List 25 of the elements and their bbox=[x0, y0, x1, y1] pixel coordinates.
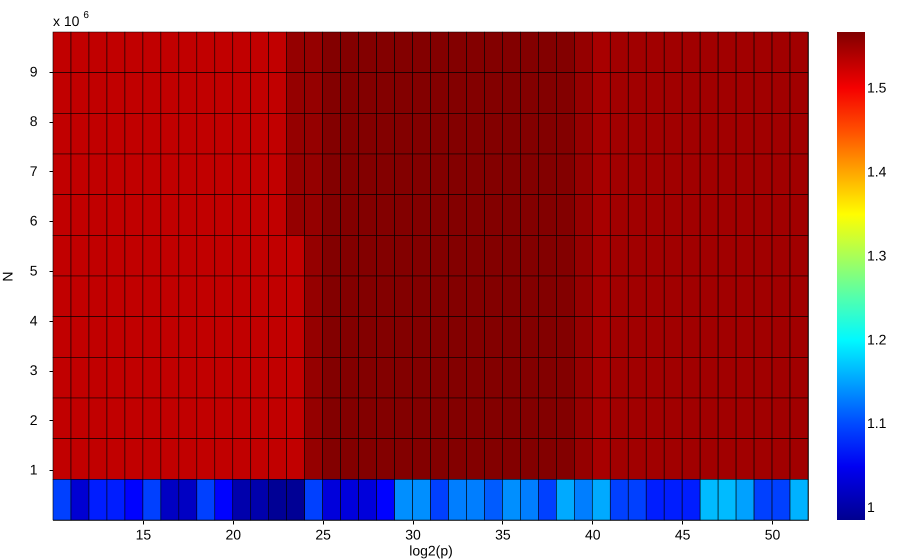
color-bar-label: 1.3 bbox=[867, 247, 887, 264]
y-tick-label: 3 bbox=[30, 362, 38, 378]
x-tick-label: 20 bbox=[225, 526, 242, 542]
y-tick-label: 9 bbox=[30, 63, 38, 80]
y-tick-label: 5 bbox=[30, 262, 38, 279]
x-tick-label: 15 bbox=[136, 526, 152, 542]
x-tick-label: 50 bbox=[764, 526, 781, 542]
color-bar-label: 1.2 bbox=[867, 331, 887, 348]
y-tick-label: 4 bbox=[30, 312, 38, 328]
y-tick-label: 6 bbox=[30, 212, 38, 229]
x-axis-title: log2(p) bbox=[409, 542, 453, 558]
y-tick-label: 8 bbox=[30, 113, 38, 130]
x-tick-label: 45 bbox=[674, 526, 691, 542]
y-axis-title: N bbox=[0, 271, 16, 282]
color-bar-label: 1 bbox=[867, 499, 875, 516]
x-tick-label: 35 bbox=[495, 526, 511, 542]
x-tick-label: 25 bbox=[315, 526, 332, 542]
x-tick-label: 40 bbox=[584, 526, 601, 542]
y-tick-label: 1 bbox=[30, 462, 38, 478]
color-bar-label: 1.1 bbox=[867, 415, 887, 432]
color-bar-label: 1.4 bbox=[867, 163, 887, 180]
y-tick-label: 2 bbox=[30, 412, 38, 428]
color-bar-label: 1.5 bbox=[867, 79, 887, 96]
x-tick-label: 30 bbox=[405, 526, 422, 542]
y-tick-label: 7 bbox=[30, 162, 38, 179]
